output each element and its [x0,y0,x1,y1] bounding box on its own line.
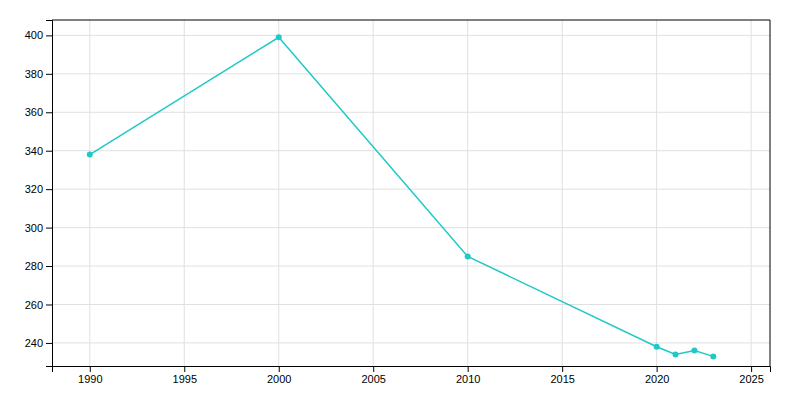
grid-line-x [751,20,752,366]
x-tick: 2020 [645,366,669,385]
grid-line-y [52,150,770,151]
x-tick-label: 2025 [739,373,763,385]
x-tick-mark [751,366,752,372]
x-tick-mark [90,366,91,372]
x-tick-mark [373,366,374,372]
grid-line-x [373,20,374,366]
y-tick: 400 [25,29,52,41]
frame-right [770,20,771,366]
x-tick: 2010 [456,366,480,385]
grid-line-x [184,20,185,366]
x-tick-label: 2020 [645,373,669,385]
y-tick-mark [46,343,52,344]
x-tick: 1995 [173,366,197,385]
line [90,37,714,356]
x-axis-line [53,367,771,373]
marker [87,152,93,158]
y-tick-mark [46,74,52,75]
x-tick-mark [468,366,469,372]
y-tick-label: 380 [25,68,43,80]
x-tick: 1990 [78,366,102,385]
x-tick-label: 2000 [267,373,291,385]
x-tick-mark [279,366,280,372]
y-tick-mark [46,228,52,229]
y-tick-mark [46,304,52,305]
grid-line-y [52,73,770,74]
y-axis: 240 260 280 300 320 340 360 380 400 [25,21,53,367]
x-tick-label: 1990 [78,373,102,385]
marker [276,34,282,40]
x-tick-label: 2015 [550,373,574,385]
y-tick-label: 400 [25,29,43,41]
x-tick: 2025 [739,366,763,385]
y-tick: 240 [25,337,52,349]
grid-line-x [656,20,657,366]
y-tick-mark [46,35,52,36]
marker [465,253,471,259]
grid-line-x [89,20,90,366]
marker [710,353,716,359]
y-tick: 300 [25,222,52,234]
y-tick: 380 [25,68,52,80]
grid-line-y [52,35,770,36]
y-tick: 320 [25,183,52,195]
y-tick-label: 240 [25,337,43,349]
y-tick: 360 [25,106,52,118]
frame-top [52,20,770,21]
y-tick: 280 [25,260,52,272]
x-tick: 2000 [267,366,291,385]
grid-line-y [52,304,770,305]
x-tick-mark [562,366,563,372]
y-tick-label: 260 [25,299,43,311]
grid-line-x [467,20,468,366]
grid-line-y [52,266,770,267]
chart-container: 1990 1995 2000 2005 2010 2015 2020 2025 240 260 28… [0,0,800,400]
y-tick-label: 360 [25,106,43,118]
x-tick: 2015 [550,366,574,385]
x-tick-mark [657,366,658,372]
x-tick-label: 2005 [361,373,385,385]
plot-area: 1990 1995 2000 2005 2010 2015 2020 2025 240 260 28… [25,20,771,385]
x-tick-label: 2010 [456,373,480,385]
x-axis: 1990 1995 2000 2005 2010 2015 2020 2025 [53,366,771,385]
x-tick-mark [184,366,185,372]
y-tick-label: 320 [25,183,43,195]
chart-svg: 1990 1995 2000 2005 2010 2015 2020 2025 240 260 28… [0,0,800,400]
grid-line-y [52,227,770,228]
marks [87,34,717,359]
grid [52,20,770,366]
y-tick-mark [46,151,52,152]
y-tick-label: 280 [25,260,43,272]
grid-line-x [562,20,563,366]
y-tick: 260 [25,299,52,311]
grid-line-y [52,189,770,190]
grid-line-y [52,342,770,343]
marker [691,348,697,354]
x-tick-label: 1995 [173,373,197,385]
marker [654,344,660,350]
y-tick-mark [46,266,52,267]
y-tick-mark [46,189,52,190]
y-axis-line [46,21,53,367]
marker [673,351,679,357]
y-tick-label: 340 [25,145,43,157]
x-tick: 2005 [361,366,385,385]
grid-line-x [278,20,279,366]
y-tick: 340 [25,145,52,157]
y-tick-mark [46,112,52,113]
y-tick-label: 300 [25,222,43,234]
